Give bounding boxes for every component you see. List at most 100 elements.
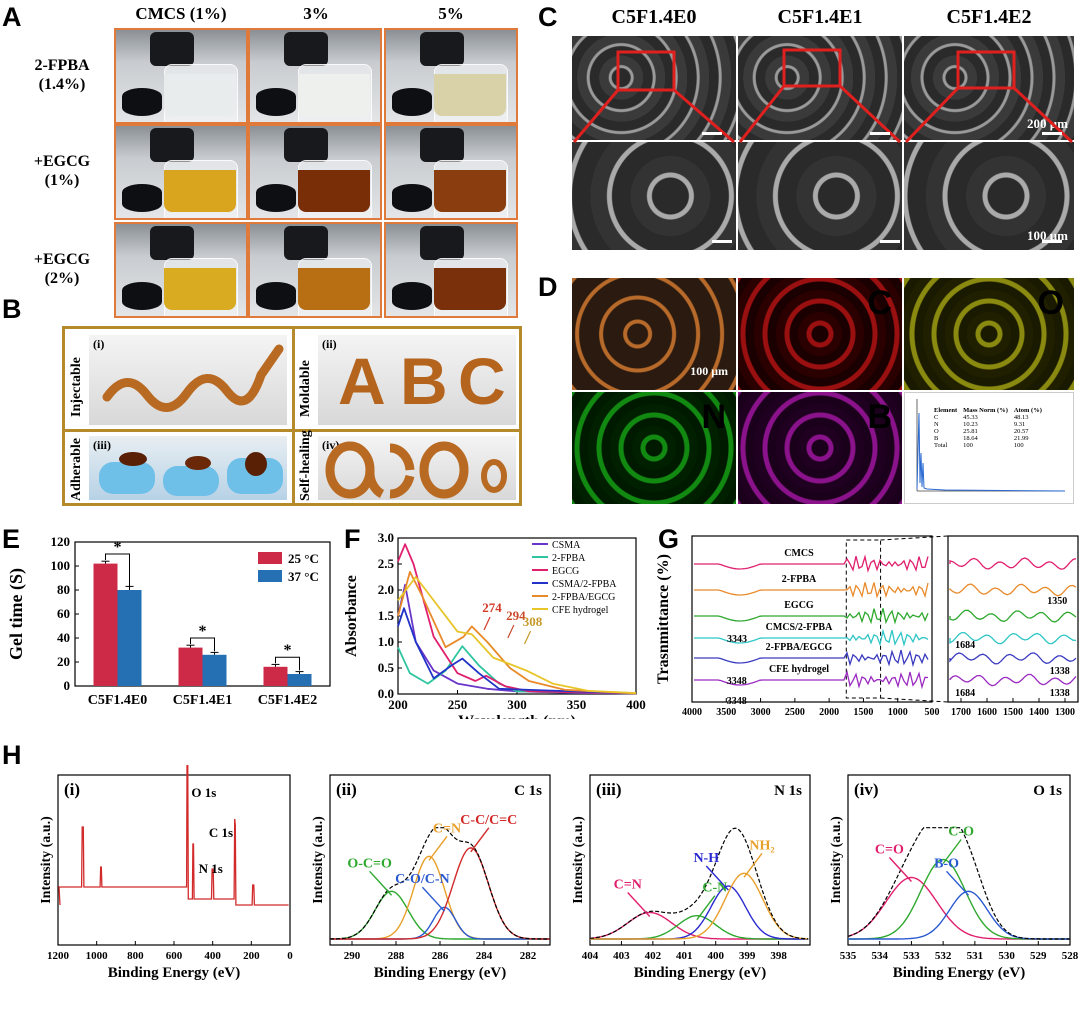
fit-envelope (847, 827, 1070, 940)
component-arrow (705, 865, 729, 891)
vial-cap (420, 226, 464, 260)
survey-spectrum (58, 765, 289, 906)
component-label: C=O (875, 843, 904, 858)
legend-label: 2-FPBA (552, 553, 586, 564)
x-tick-label: 533 (903, 950, 920, 962)
panel-label-g: G (658, 524, 680, 554)
ftir-inset-spectrum (949, 673, 1077, 687)
vial-photo (384, 124, 518, 220)
x-tick-label: 1200 (47, 950, 70, 962)
vial-photo (248, 28, 382, 124)
element-n-label: N (701, 398, 726, 436)
label-adherable: Adherable (69, 438, 84, 501)
edx-composition-table: Element Mass Norm (%) Atom (%) C 45.33 48.13 N… (931, 407, 1045, 449)
vial-photo (114, 28, 248, 124)
plot-frame (57, 774, 291, 946)
edx-table-cell: B (934, 435, 939, 442)
y-axis-label: Trasnmittance (%) (655, 554, 672, 684)
x-tick-label: 4000 (682, 707, 702, 718)
numeral-iii: (iii) (93, 438, 111, 452)
y-tick-label: 100 (51, 558, 71, 573)
inset-x-tick-label: 1300 (1055, 707, 1075, 718)
edx-table-row: N 10.23 9.31 (931, 421, 1045, 428)
x-axis-label: Binding Energy (eV) (374, 965, 507, 981)
chart-xps: 1200 1000 800 600 400 200 0 Binding Energy (eV)… (39, 765, 1079, 981)
peak-label: 1338 (1050, 688, 1070, 699)
element-c-label: C (867, 284, 892, 322)
x-axis-label: Binding Energy (eV) (893, 965, 1026, 981)
series-label: CFE hydrogel (769, 664, 829, 675)
fit-component (330, 906, 550, 940)
subpanel-numeral: (i) (64, 780, 80, 799)
ftir-spectrum (694, 669, 929, 690)
legend-label: 37 °C (288, 569, 319, 584)
component-label: C=N (433, 821, 461, 836)
peak-label: 274 (482, 600, 502, 615)
edx-map-oxygen: O (904, 278, 1074, 390)
zoom-connector (880, 697, 949, 703)
y-tick-label: 0.0 (378, 686, 394, 701)
x-tick-label: 0 (287, 950, 293, 962)
vial-hydrogel (298, 74, 370, 116)
inset-x-tick-label: 1500 (1003, 707, 1023, 718)
zoom-connector (880, 535, 949, 541)
spectrum-line (397, 607, 637, 695)
molded-letter-c: C (458, 344, 506, 418)
vial-hydrogel (434, 268, 506, 310)
sem-image-e1-high (738, 142, 902, 250)
x-tick-label: 529 (1030, 950, 1047, 962)
x-tick-label: 1500 (853, 707, 873, 718)
legend-swatch (258, 552, 282, 564)
plot-frame (691, 535, 933, 703)
sem-header-e2: C5F1.4E2 (946, 6, 1032, 28)
peak-label: O 1s (191, 785, 216, 800)
row-label-egcg-1: +EGCG (1%) (14, 152, 110, 190)
component-label: NH₂ (749, 838, 774, 853)
legend-swatch (258, 570, 282, 582)
subpanel-title: O 1s (1033, 783, 1062, 799)
row-label-2fpba: 2-FPBA (1.4%) (14, 56, 110, 94)
vial-photo (114, 222, 248, 318)
vial-cap-spare (256, 282, 296, 310)
x-tick-label: 402 (645, 950, 662, 962)
peak-label: 308 (523, 614, 543, 629)
series-label: 2-FPBA (782, 574, 817, 585)
vial-hydrogel (298, 268, 370, 310)
legend-label: CFE hydrogel (552, 605, 609, 616)
series-label: 2-FPBA/EGCG (766, 642, 833, 653)
series-label: CMCS/2-FPBA (766, 622, 833, 633)
bar (93, 563, 118, 686)
edx-table-cell: 20.57 (1013, 428, 1029, 435)
gloved-finger (99, 462, 155, 494)
edx-table-cell: 25.81 (963, 428, 978, 435)
peak-label: 3348 (727, 676, 747, 687)
vial-cap-spare (256, 88, 296, 116)
subpanel-title: N 1s (774, 783, 802, 799)
significance-marker: * (284, 642, 292, 659)
x-tick-label: 800 (127, 950, 144, 962)
adherable-photo: (iii) (89, 436, 287, 500)
x-tick-label: 399 (739, 950, 756, 962)
component-arrow (945, 870, 970, 896)
significance-marker: * (114, 539, 122, 556)
peak-label: 3343 (727, 634, 747, 645)
y-axis-label: Intensity (a.u.) (39, 816, 54, 904)
edx-table-header: Mass Norm (%) (963, 407, 1008, 414)
subpanel-numeral: (ii) (336, 780, 357, 799)
sem-image-e0-high (572, 142, 736, 250)
label-injectable: Injectable (69, 357, 84, 417)
vial-hydrogel (164, 268, 236, 310)
x-tick-label: 1000 (888, 707, 908, 718)
x-tick-label: 401 (676, 950, 693, 962)
component-arrow (428, 835, 448, 861)
subpanel-title: C 1s (514, 783, 542, 799)
injectable-photo: (i) (89, 335, 287, 425)
x-tick-label: C5F1.4E0 (88, 693, 148, 708)
healing-ring-sequence (325, 441, 507, 499)
y-tick-label: 60 (57, 606, 70, 621)
legend-label: 2-FPBA/EGCG (552, 592, 615, 603)
bar (202, 654, 227, 686)
vial-photo (384, 28, 518, 124)
element-o-label: O (1037, 284, 1064, 322)
chart-ftir: 4000 3500 3000 2500 2000 1500 1000 500 1700 1600 1… (655, 535, 1079, 718)
